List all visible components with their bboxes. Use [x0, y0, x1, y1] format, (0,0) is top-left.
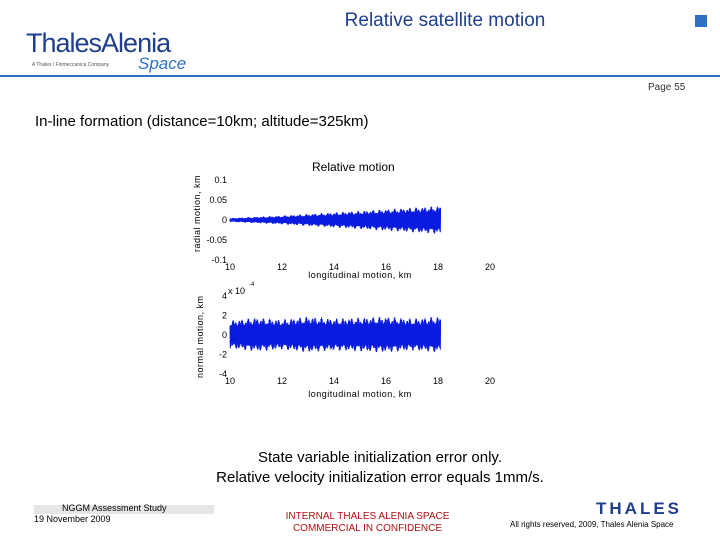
normal-series-line — [229, 316, 442, 353]
copyright-notice: All rights reserved, 2009, Thales Alenia… — [510, 520, 674, 529]
normal-scale-label: x 10 — [228, 286, 246, 296]
radial-ytick-4: -0.1 — [211, 255, 227, 265]
radial-ytick-0: 0.1 — [214, 175, 227, 185]
footer-study: NGGM Assessment Study — [62, 503, 167, 513]
radial-xtick-1: 12 — [277, 262, 287, 270]
radial-series-line — [229, 206, 442, 234]
thales-logo: THALES — [596, 499, 682, 518]
radial-motion-chart: 10 12 14 16 18 20 0.1 0.05 0 -0.05 -0.1 — [206, 175, 495, 270]
confidential-line-1: INTERNAL THALES ALENIA SPACE — [285, 511, 450, 522]
header-divider — [0, 75, 720, 77]
radial-ytick-3: -0.05 — [206, 235, 227, 245]
radial-xtick-5: 20 — [485, 262, 495, 270]
normal-ytick-2: 0 — [222, 330, 227, 340]
normal-data-group — [229, 316, 442, 353]
normal-xtick-2: 14 — [329, 376, 339, 386]
normal-xtick-0: 10 — [225, 376, 235, 386]
chart-title: Relative motion — [312, 160, 395, 174]
longitudinal-axis-label-top: longitudinal motion, km — [308, 270, 412, 280]
normal-xtick-3: 16 — [381, 376, 391, 386]
caption-line-1: State variable initialization error only… — [257, 449, 502, 466]
radial-xtick-4: 18 — [433, 262, 443, 270]
radial-data-group — [229, 206, 442, 234]
normal-ytick-3: -2 — [219, 350, 227, 360]
longitudinal-axis-label-bottom: longitudinal motion, km — [308, 389, 412, 399]
logo-space-text: Space — [138, 54, 187, 73]
logo-tagline: A Thales / Finmeccanica Company — [32, 62, 110, 68]
footer-date: 19 November 2009 — [34, 514, 111, 524]
slide-subtitle: In-line formation (distance=10km; altitu… — [35, 113, 369, 130]
normal-xtick-1: 12 — [277, 376, 287, 386]
thales-alenia-logo: ThalesAlenia A Thales / Finmeccanica Com… — [22, 8, 192, 74]
normal-xtick-5: 20 — [485, 376, 495, 386]
normal-ytick-1: 2 — [222, 311, 227, 321]
page-number: Page 55 — [648, 82, 686, 93]
confidential-line-2: COMMERCIAL IN CONFIDENCE — [292, 523, 443, 534]
radial-xtick-3: 16 — [381, 262, 391, 270]
normal-ytick-4: -4 — [219, 369, 227, 379]
radial-tick-group: 10 12 14 16 18 20 0.1 0.05 0 -0.05 -0.1 — [206, 175, 495, 270]
radial-xtick-2: 14 — [329, 262, 339, 270]
normal-xtick-4: 18 — [433, 376, 443, 386]
normal-ytick-0: 4 — [222, 291, 227, 301]
radial-ytick-1: 0.05 — [209, 195, 227, 205]
page-title: Relative satellite motion — [344, 10, 546, 31]
logo-main-text: ThalesAlenia — [26, 28, 171, 58]
radial-ytick-2: 0 — [222, 215, 227, 225]
footer-bar — [34, 505, 214, 514]
normal-scale-exponent: -4 — [249, 282, 255, 288]
radial-xtick-0: 10 — [225, 262, 235, 270]
corner-mark-icon — [695, 15, 707, 27]
caption-line-2: Relative velocity initialization error e… — [216, 469, 544, 486]
